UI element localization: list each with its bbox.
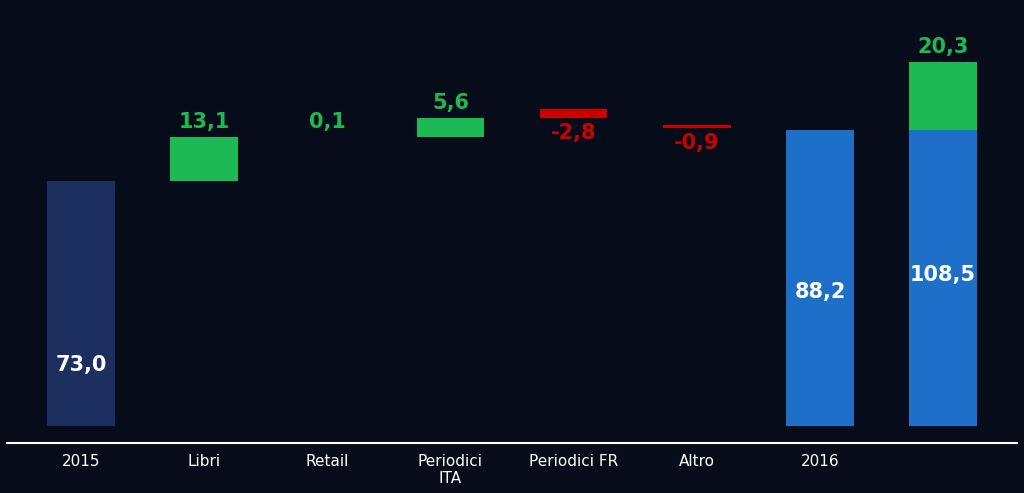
Bar [909, 62, 977, 130]
Text: -2,8: -2,8 [551, 123, 596, 143]
Bar [786, 130, 854, 426]
Bar [663, 125, 731, 128]
Bar [170, 137, 238, 181]
Bar [540, 109, 607, 118]
Bar [47, 181, 115, 426]
Text: 73,0: 73,0 [55, 355, 106, 376]
Text: 0,1: 0,1 [309, 112, 346, 132]
Text: 13,1: 13,1 [178, 112, 229, 132]
Text: -0,9: -0,9 [674, 133, 720, 153]
Text: 5,6: 5,6 [432, 93, 469, 113]
Bar [417, 118, 484, 137]
Text: 108,5: 108,5 [910, 265, 976, 285]
Bar [909, 62, 977, 426]
Text: 20,3: 20,3 [918, 37, 969, 57]
Text: 88,2: 88,2 [795, 282, 846, 302]
